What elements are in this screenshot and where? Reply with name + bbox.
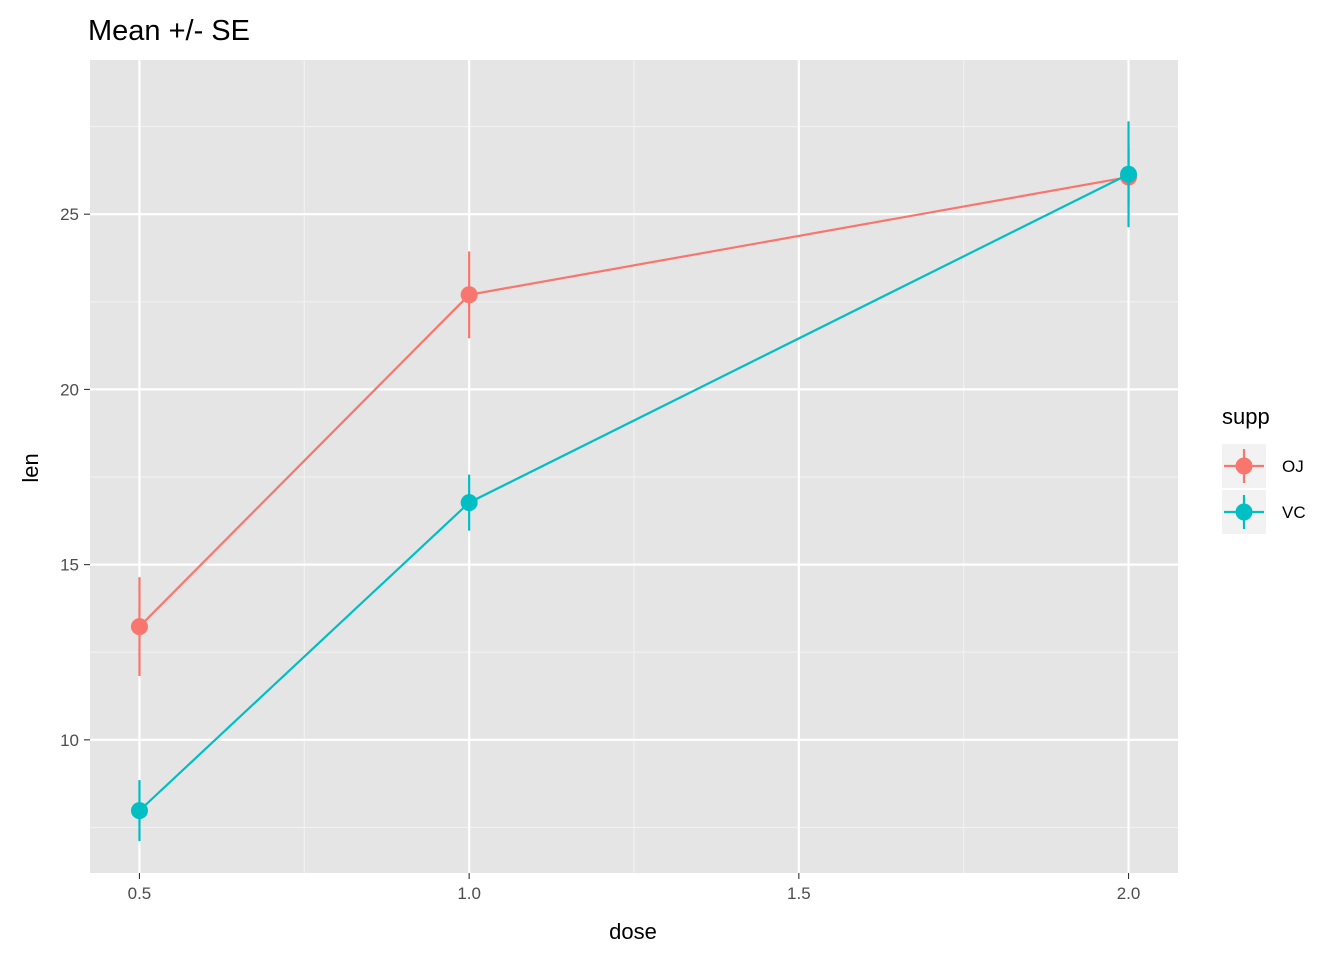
legend-key-point [1235, 503, 1253, 521]
x-tick-label: 2.0 [1117, 884, 1141, 903]
legend-key-vc [1222, 490, 1266, 534]
y-axis: 10 15 20 25 [60, 205, 90, 750]
y-axis-title: len [18, 453, 43, 482]
legend: supp OJ VC [1222, 404, 1306, 534]
data-point [460, 494, 478, 512]
x-tick-label: 1.5 [787, 884, 811, 903]
data-point [1120, 165, 1138, 183]
minor-gridlines [90, 60, 1178, 873]
series-layer [130, 121, 1138, 842]
legend-key-oj [1222, 444, 1266, 488]
legend-title: supp [1222, 404, 1270, 429]
y-tick-label: 10 [60, 731, 79, 750]
legend-label: VC [1282, 503, 1306, 522]
data-point [130, 618, 148, 636]
y-tick-label: 20 [60, 380, 79, 399]
x-tick-label: 1.0 [457, 884, 481, 903]
x-tick-label: 0.5 [128, 884, 152, 903]
legend-key-point [1235, 457, 1253, 475]
legend-label: OJ [1282, 457, 1304, 476]
chart-title: Mean +/- SE [88, 15, 250, 47]
y-tick-label: 15 [60, 556, 79, 575]
series-vc [130, 121, 1138, 842]
x-axis: 0.5 1.0 1.5 2.0 [128, 873, 1141, 903]
x-axis-title: dose [609, 919, 657, 944]
data-point [460, 286, 478, 304]
data-point [130, 802, 148, 820]
major-gridlines [90, 60, 1178, 873]
y-tick-label: 25 [60, 205, 79, 224]
